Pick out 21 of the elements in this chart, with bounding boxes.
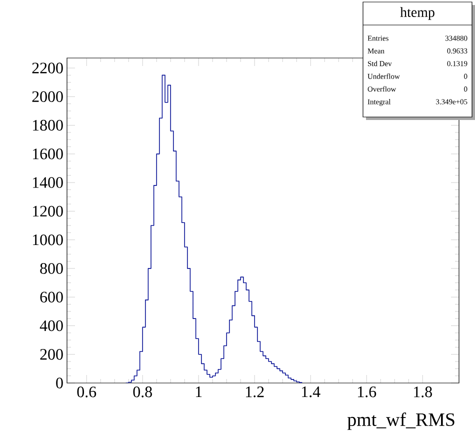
y-tick-label: 1400 [33,177,63,188]
x-tick-label: 1.8 [414,386,432,398]
y-tick-label: 0 [56,378,63,388]
y-tick-label: 200 [40,348,63,360]
y-tick-label: 2000 [32,91,63,102]
x-tick-label: 1.6 [358,386,376,398]
y-tick-label: 1000 [33,234,63,246]
x-axis-title: pmt_wf_RMS [347,412,454,430]
x-tick-label: 1 [196,386,202,398]
y-tick-label: 1800 [33,120,63,131]
x-tick-label: 0.6 [77,386,96,398]
y-tick-label: 400 [40,320,63,332]
x-tick-label: 1.2 [246,386,264,398]
y-tick-label: 800 [40,263,63,274]
y-tick-label: 1200 [33,206,63,217]
text: htemp [400,7,434,20]
x-tick-label: 0.8 [133,386,152,398]
x-tick-label: 1.4 [302,386,320,398]
y-tick-label: 2200 [32,62,63,74]
y-tick-label: 600 [40,292,63,302]
y-tick-label: 1600 [33,148,63,160]
